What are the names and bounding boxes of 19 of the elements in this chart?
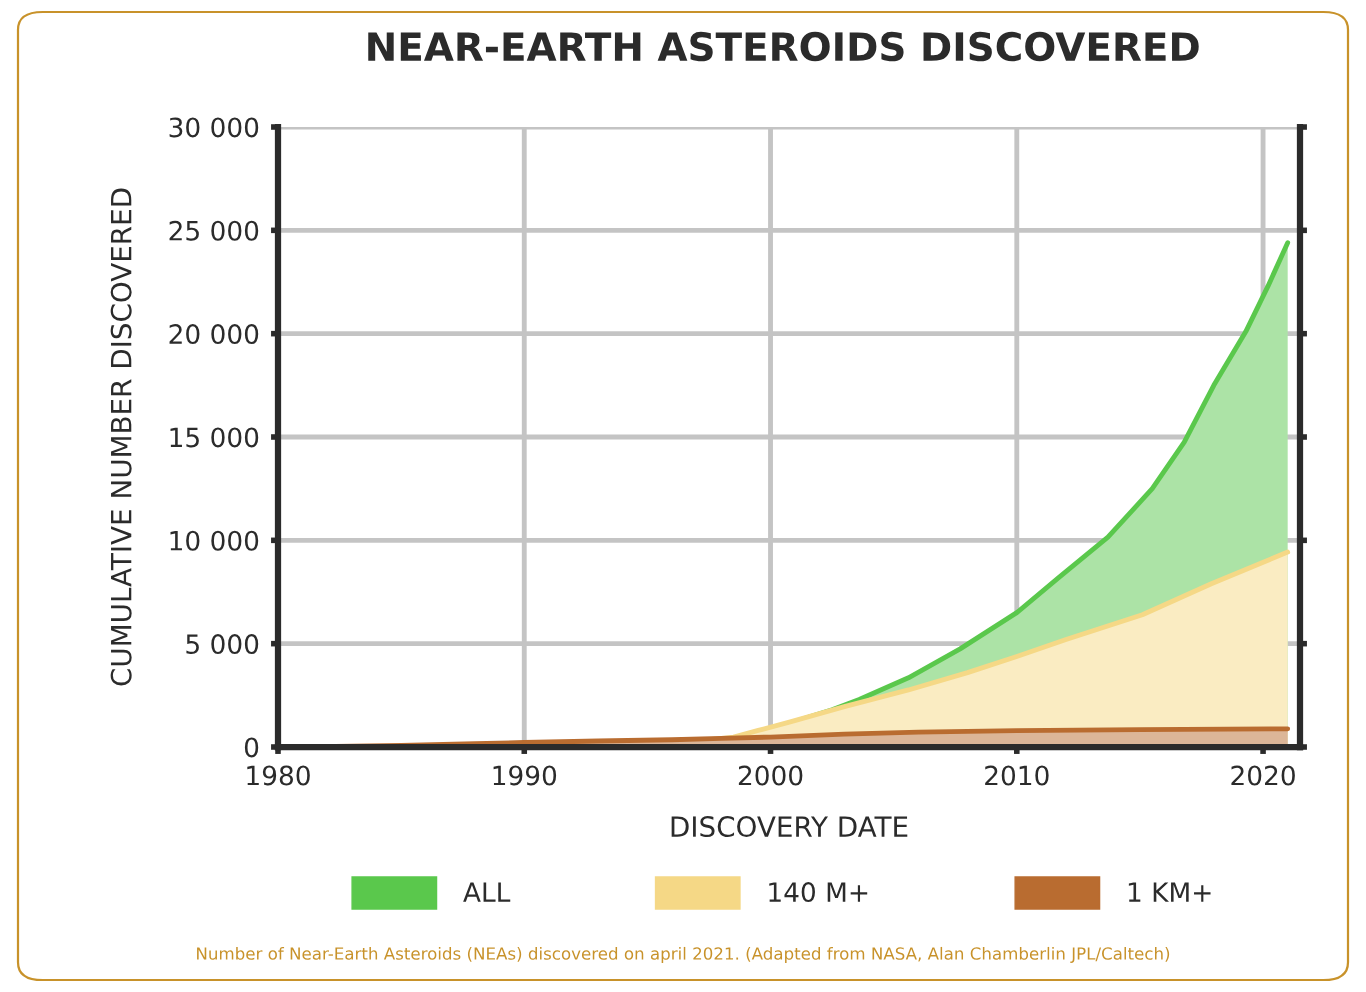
y-tick-label: 0 xyxy=(244,737,259,758)
x-tick-label: 2010 xyxy=(985,765,1049,786)
chart-title: NEAR-EARTH ASTEROIDS DISCOVERED xyxy=(368,31,1199,62)
legend-label: 140 M+ xyxy=(769,882,868,903)
y-tick-label: 10 000 xyxy=(170,530,259,551)
x-tick-label: 2020 xyxy=(1231,765,1295,786)
x-axis-title: DISCOVERY DATE xyxy=(671,816,908,838)
y-tick-label: 5 000 xyxy=(186,634,259,655)
x-tick-label: 2000 xyxy=(738,765,803,786)
legend-label: 1 KM+ xyxy=(1128,882,1211,902)
y-tick-label: 30 000 xyxy=(169,117,259,138)
text: Number of Near-Earth Asteroids (NEAs) discovered on april 2021. (Adapted from NASA, Alan Chamberlin JPL/Caltech) xyxy=(197,946,1170,964)
legend-label: ALL xyxy=(463,882,511,902)
y-tick-label: 20 000 xyxy=(169,324,259,345)
x-tick-label: 1980 xyxy=(247,765,310,786)
x-tick-label: 1990 xyxy=(493,765,557,786)
y-axis-title: CUMULATIVE NUMBER DISCOVERED xyxy=(110,188,132,686)
y-tick-label: 15 000 xyxy=(170,427,259,448)
y-tick-label: 25 000 xyxy=(169,220,259,241)
